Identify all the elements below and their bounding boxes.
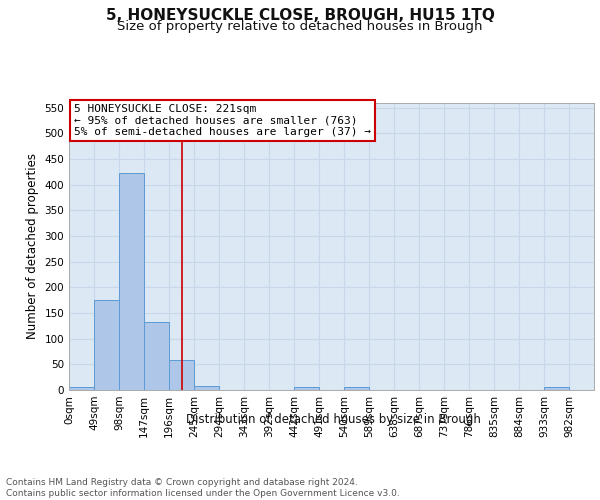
Bar — [119, 174, 144, 390]
Bar — [144, 322, 169, 390]
Text: Contains HM Land Registry data © Crown copyright and database right 2024.
Contai: Contains HM Land Registry data © Crown c… — [6, 478, 400, 498]
Bar — [169, 360, 194, 390]
Bar — [194, 386, 219, 390]
Bar — [544, 388, 569, 390]
Text: 5 HONEYSUCKLE CLOSE: 221sqm
← 95% of detached houses are smaller (763)
5% of sem: 5 HONEYSUCKLE CLOSE: 221sqm ← 95% of det… — [74, 104, 371, 137]
Text: 5, HONEYSUCKLE CLOSE, BROUGH, HU15 1TQ: 5, HONEYSUCKLE CLOSE, BROUGH, HU15 1TQ — [106, 8, 494, 22]
Y-axis label: Number of detached properties: Number of detached properties — [26, 153, 39, 340]
Text: Distribution of detached houses by size in Brough: Distribution of detached houses by size … — [185, 412, 481, 426]
Bar — [294, 388, 319, 390]
Bar — [69, 388, 94, 390]
Text: Size of property relative to detached houses in Brough: Size of property relative to detached ho… — [117, 20, 483, 33]
Bar — [94, 300, 119, 390]
Bar — [344, 388, 369, 390]
